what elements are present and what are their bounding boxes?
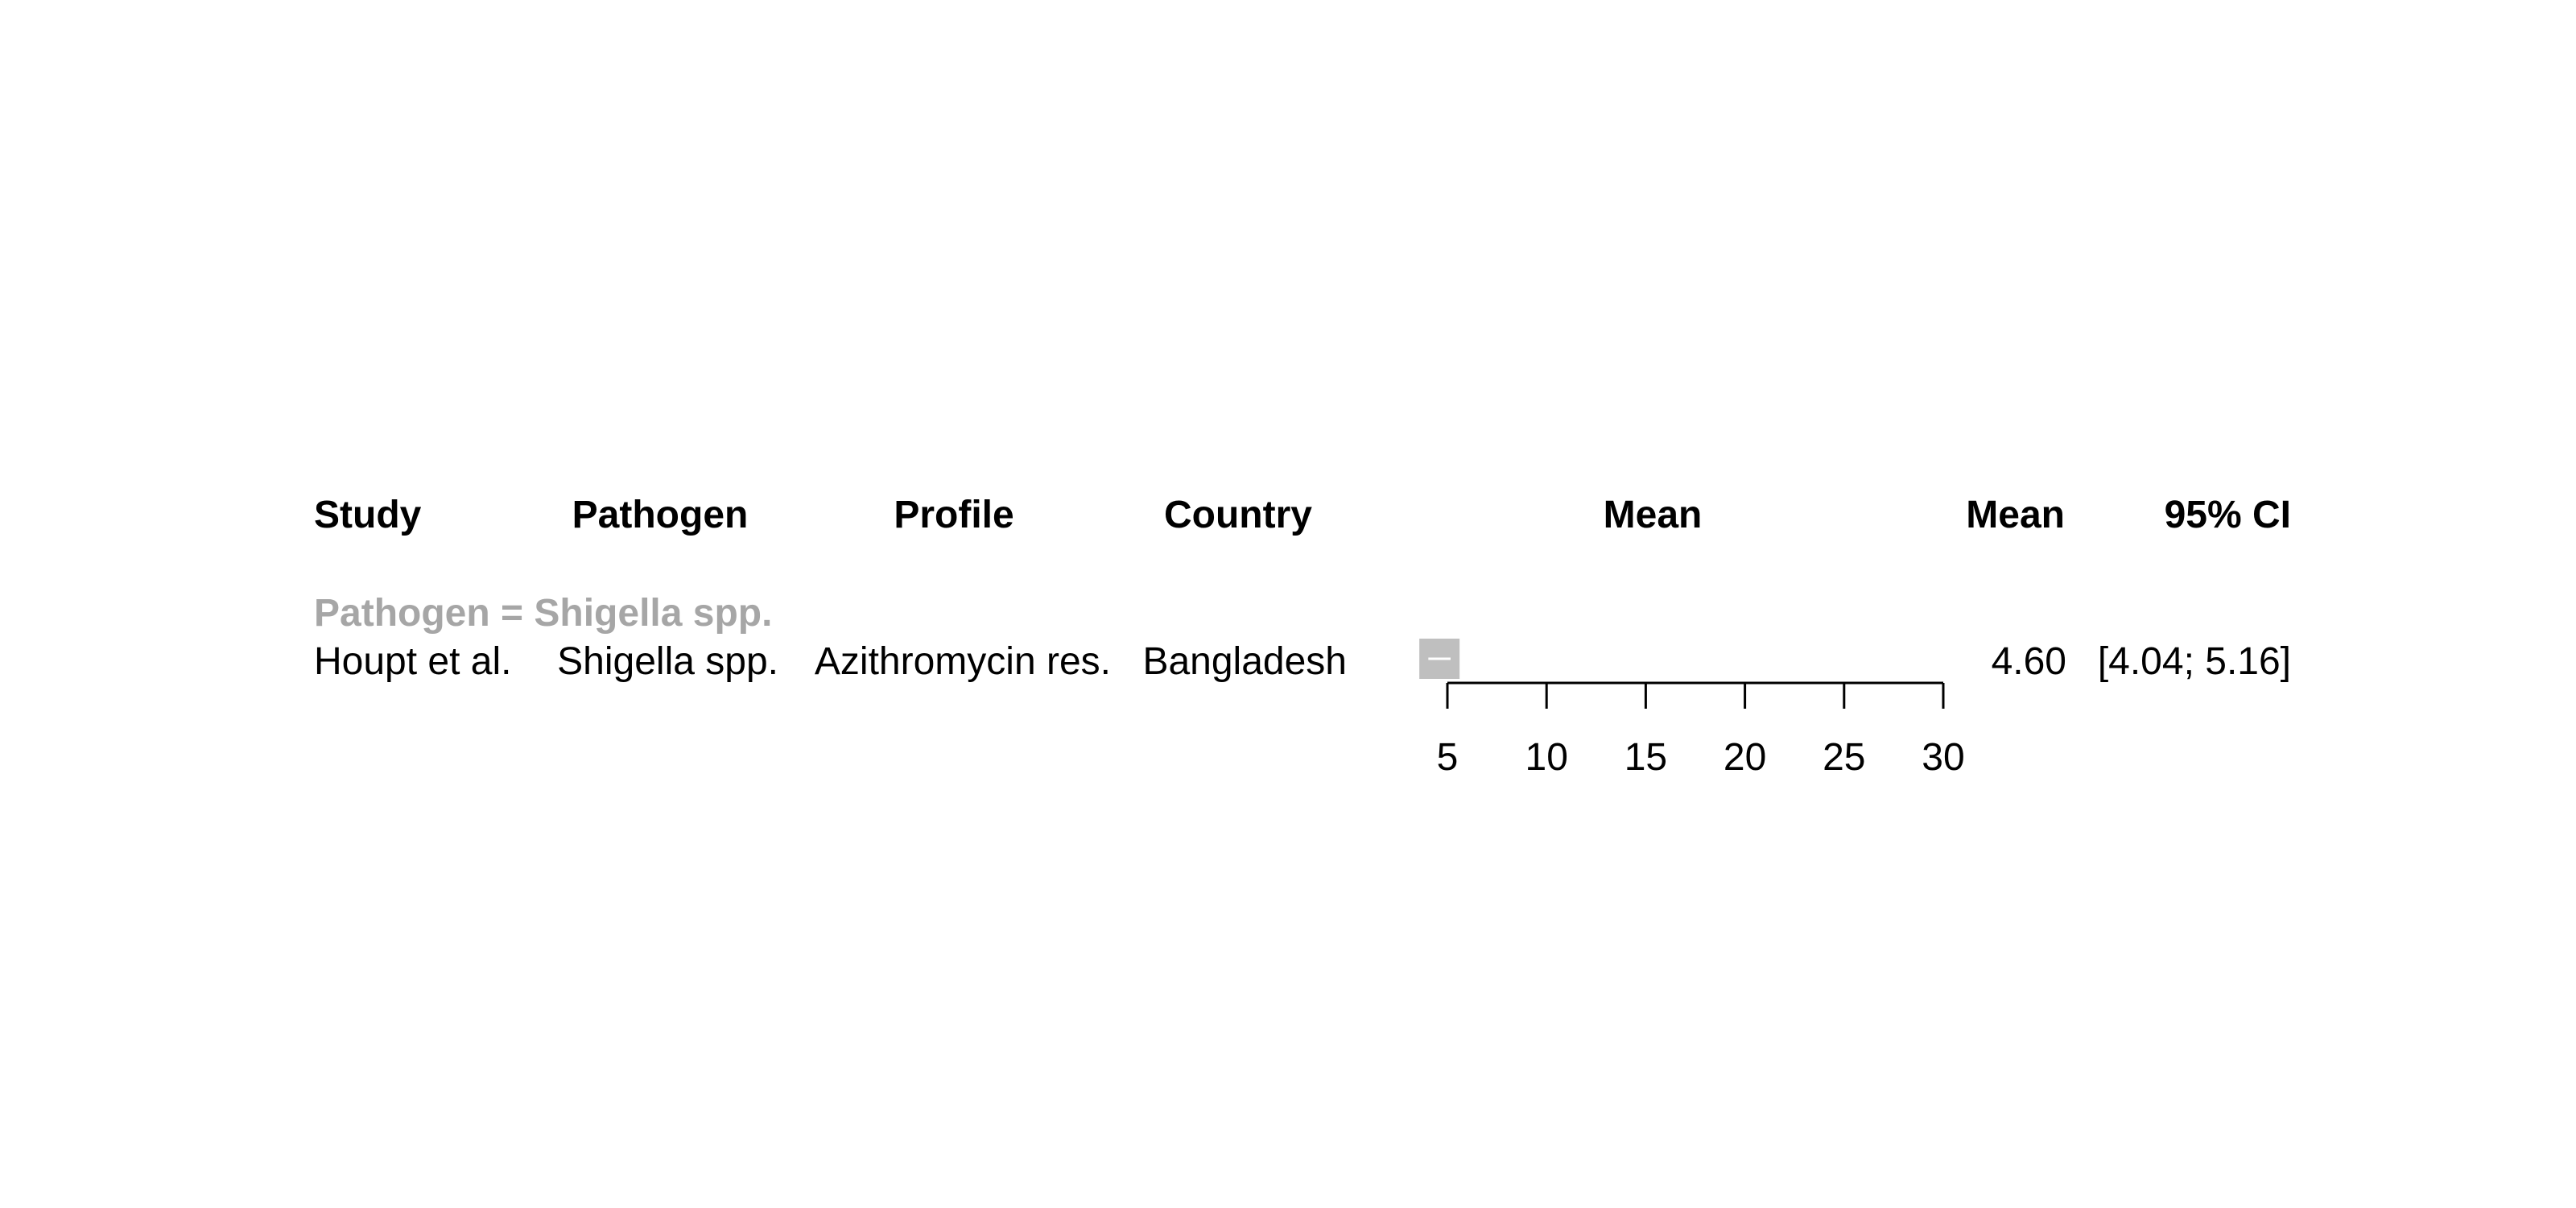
study-ci-value: [4.04; 5.16] [2098,640,2291,683]
column-headers: Study Pathogen Profile Country Mean Mean… [314,494,2291,536]
study-name: Houpt et al. [314,640,511,683]
x-tick-label: 25 [1823,736,1865,779]
header-pathogen: Pathogen [572,494,749,536]
subgroup-label: Pathogen = Shigella spp. [314,592,772,635]
study-profile: Azithromycin res. [815,640,1111,683]
x-tick-label: 5 [1437,736,1459,779]
x-tick-label: 15 [1624,736,1667,779]
study-mean-value: 4.60 [1992,640,2066,683]
x-tick-label: 30 [1922,736,1964,779]
header-study: Study [314,494,422,536]
header-mean: Mean [1966,494,2065,536]
x-tick-label: 20 [1724,736,1766,779]
header-ci: 95% CI [2165,494,2291,536]
x-axis: 5 10 15 20 25 30 [1437,681,1965,779]
study-country: Bangladesh [1142,640,1347,683]
header-profile: Profile [894,494,1013,536]
header-plot-title: Mean [1604,494,1703,536]
header-country: Country [1164,494,1312,536]
study-pathogen: Shigella spp. [557,640,778,683]
plot-marks [1419,639,1460,679]
x-tick-label: 10 [1525,736,1568,779]
study-row: Houpt et al. Shigella spp. Azithromycin … [314,640,2291,683]
